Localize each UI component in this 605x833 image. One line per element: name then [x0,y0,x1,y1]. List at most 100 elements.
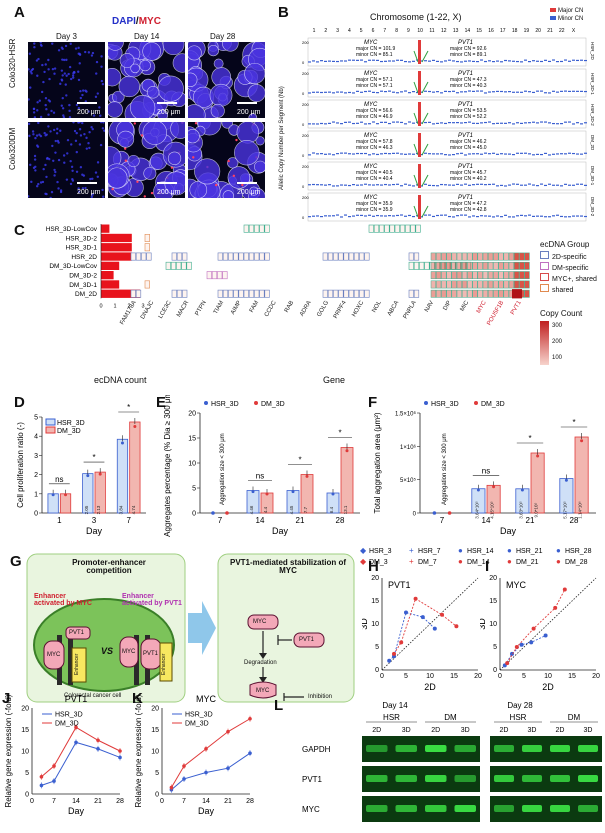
legend-major: Major CN [558,8,584,14]
pvt1-minor: minor CN = 42.8 [450,207,487,213]
ytick: 0 [302,60,305,65]
bar-value-label: 13.1 [343,505,348,514]
cell-nucleus [255,136,265,146]
ecdna-cell [408,252,414,261]
pointer-myc [413,205,419,218]
y-axis-label: Cell proliferation ratio (-) [16,422,25,508]
line-point [226,729,230,734]
y-tick-label: 1.5×10⁶ [395,411,417,418]
x-tick-label: 10 [426,673,434,680]
cell-nucleus [77,46,80,50]
cn-row-frame [307,99,587,129]
row-label: HSR_3D-LowCov [46,226,98,233]
x-tick-label: 14 [256,516,265,525]
gel-gene-label: MYC [302,805,320,814]
cell-nucleus [99,143,103,147]
line-point [96,747,100,751]
cell-nucleus [95,60,99,64]
copy-cell [524,289,530,298]
x-tick-label: 7 [126,516,131,525]
copy-cell [451,261,457,270]
ecdna-cell [264,289,270,298]
cell-nucleus [32,107,36,111]
cell-nucleus [45,157,49,160]
panel-e: 0 5 10 15 20 7 14 4.46 4.4 ns 21 4.45 7.7 * 28 6.4 13.1 *… [156,389,366,545]
legend-label: DM_14 [467,559,490,566]
cell-nucleus [78,143,82,146]
cell-nucleus [49,130,52,133]
x-tick-label: 7 [52,798,56,805]
cell-nucleus [59,190,63,194]
cell-nucleus [33,154,37,158]
legend-marker: ● [556,546,561,555]
x-tick-label: 0 [380,673,384,680]
ecdna-cell [243,252,249,261]
x-tick-label: 28 [336,516,345,525]
legend-dot-hsr [424,401,428,405]
cell-nucleus [53,174,56,177]
cell-nucleus [79,134,83,137]
gel-band [366,775,388,782]
x-axis-label: Day [500,526,517,536]
line-point [204,770,208,775]
gel-band [454,745,476,752]
ecdna-count-bar [101,271,114,280]
line-point [96,738,100,743]
copy-cell [477,280,483,289]
gel-band [494,745,514,752]
bar-value-label: 4.74 [131,505,136,514]
cell-nucleus [57,187,60,190]
gel-band [550,745,570,752]
panel-label-l: L [274,697,284,714]
major-cn-peak [418,164,421,188]
gene-label: PNPLA [403,300,418,320]
ecdna-count-bar [101,280,120,289]
ecdna-cell [408,289,414,298]
cell-nucleus [47,99,51,102]
copy-cell [435,271,442,280]
panel-label-g: G [10,553,22,570]
cell-nucleus [130,63,140,74]
ytick: 200 [302,164,309,169]
ytick: 200 [302,71,309,76]
bar-value-label: 4.15*10⁵ [490,501,495,519]
myc-major: major CN = 101.9 [356,46,396,52]
row-side-label: HSR_3D-1 [590,73,595,95]
cell-nucleus [43,70,46,74]
bar-DM_3D [129,421,141,514]
chrom-tick: 16 [488,28,494,34]
scalebar [237,182,257,184]
myc-major: major CN = 57.8 [356,139,393,145]
copy-cell [503,280,509,289]
cell-nucleus [60,78,63,81]
cell-nucleus [45,133,48,136]
panel-d: 0 1 2 3 4 5 1 ns 3 2.05 2.13 * 7 3.84 4.74 * Day Cell pro… [14,395,154,545]
cell-nucleus [61,74,64,77]
line-point [74,740,78,745]
x-tick-label: 3 [92,516,97,525]
g-enh-myc: Enhancer activated by MYC [34,593,92,607]
copy-cell [446,289,452,298]
cell-nucleus [90,195,94,198]
ecdna-cell [243,289,249,298]
gene-label: AIMP [230,300,243,316]
gel-band [550,775,570,782]
ecdna-count-label: ecDNA count [94,375,147,385]
cell-nucleus [52,128,56,132]
chrom-tick: 3 [336,28,339,34]
legend-label: HSR_3D [185,712,213,719]
cell-nucleus [62,154,66,157]
cell-nucleus [227,166,251,189]
ecdna-cell [338,252,344,261]
g-pvt1-right: PVT1 [143,651,159,657]
ecdna-cell [130,252,136,261]
cell-nucleus [234,139,260,166]
copy-cell [524,271,530,280]
gene-label: GOLG [316,300,330,318]
cell-nucleus [50,190,54,194]
y-tick-label: 10 [371,621,379,628]
copy-cell [456,261,463,270]
scatter-point [529,640,534,645]
g-inhibition: Inhibition [308,694,333,700]
